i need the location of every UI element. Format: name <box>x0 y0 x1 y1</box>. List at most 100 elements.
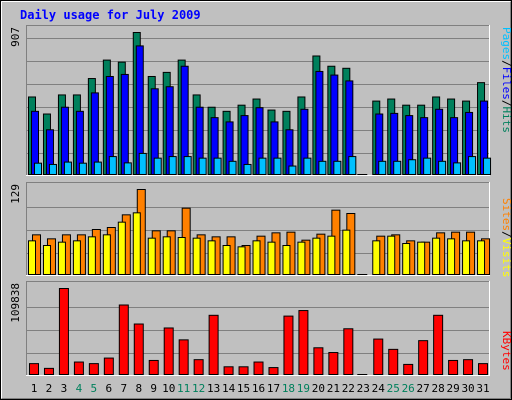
files-bar <box>315 70 324 175</box>
x-tick-label: 20 <box>312 382 325 395</box>
kbytes-bar <box>118 304 129 376</box>
legend-2: Sites/Visits <box>500 198 512 278</box>
kbytes-bar <box>313 347 324 375</box>
kbytes-bar <box>403 363 414 376</box>
kbytes-bar <box>373 338 384 375</box>
kbytes-bar <box>58 288 69 375</box>
pages-bar <box>288 165 297 175</box>
kbytes-bar <box>463 359 474 375</box>
legend-separator: / <box>500 231 512 238</box>
legend-item-visits: Visits <box>500 238 512 278</box>
x-tick-label: 14 <box>222 382 236 395</box>
sites-bar <box>207 240 216 275</box>
sites-bar <box>237 246 246 275</box>
x-tick-label: 17 <box>267 382 280 395</box>
sites-bar <box>102 234 111 275</box>
pages-bar <box>438 160 447 175</box>
kbytes-bar <box>238 366 249 376</box>
pages-bar <box>48 163 57 176</box>
sites-bar <box>327 235 336 276</box>
pages-bar <box>393 160 402 175</box>
kbytes-bar <box>343 328 354 376</box>
x-tick-label: 28 <box>432 382 445 395</box>
x-tick-label: 24 <box>372 382 386 395</box>
kbytes-bar <box>268 367 279 376</box>
kbytes-bar <box>163 327 174 375</box>
legend-item-hits: Hits <box>500 107 512 134</box>
kbytes-bar <box>388 348 399 376</box>
kbytes-bar <box>448 359 459 375</box>
x-tick-label: 16 <box>252 382 265 395</box>
legend-item-kbytes: KBytes <box>500 331 512 371</box>
sites-bar <box>432 237 441 276</box>
sites-bar <box>28 240 36 275</box>
sites-bar <box>267 241 276 276</box>
sites-bar <box>252 240 261 275</box>
pages-bar <box>258 157 267 175</box>
pages-bar <box>348 156 357 176</box>
x-tick-label: 25 <box>387 382 400 395</box>
legend-separator: / <box>500 100 512 107</box>
kbytes-bar <box>328 352 339 376</box>
pages-bar <box>483 157 492 175</box>
pages-bar <box>468 156 477 176</box>
x-tick-label: 10 <box>162 382 175 395</box>
pages-bar <box>408 159 417 175</box>
legend-item-sites: Sites <box>500 198 512 231</box>
pages-bar <box>78 162 87 176</box>
pages-bar <box>63 161 72 176</box>
sites-bar <box>132 212 141 275</box>
sites-bar <box>57 241 66 276</box>
kbytes-bar <box>433 314 444 375</box>
kbytes-bar <box>43 367 54 375</box>
pages-bar <box>34 162 42 176</box>
kbytes-bar <box>478 363 489 375</box>
kbytes-bar <box>178 339 189 375</box>
x-tick-label: 19 <box>297 382 310 395</box>
sites-bar <box>462 240 471 275</box>
x-tick-label: 7 <box>120 382 127 395</box>
pages-bar <box>153 157 162 175</box>
sites-bar <box>177 237 186 275</box>
pages-bar <box>138 152 147 175</box>
x-tick-label: 2 <box>46 382 53 395</box>
x-tick-label: 29 <box>446 382 459 395</box>
kbytes-bar <box>88 363 99 375</box>
x-tick-label: 27 <box>417 382 430 395</box>
kbytes-bar <box>253 361 264 376</box>
sites-bar <box>222 245 231 275</box>
pages-bar <box>228 160 237 175</box>
sites-bar <box>282 245 291 275</box>
sites-bar <box>312 237 321 276</box>
pages-bar <box>243 163 252 176</box>
kbytes-bar <box>208 314 219 375</box>
sites-bar <box>402 243 411 275</box>
kbytes-bar <box>29 363 39 375</box>
kbytes-bar <box>418 340 429 376</box>
kbytes-bar <box>298 310 309 376</box>
chart-title: Daily usage for July 2009 <box>20 8 201 22</box>
x-tick-label: 1 <box>31 382 38 395</box>
sites-bar <box>342 229 351 276</box>
sites-bar <box>387 235 396 276</box>
legend-item-pages: Pages <box>500 27 512 60</box>
x-tick-label: 11 <box>177 382 190 395</box>
pages-bar <box>123 162 132 176</box>
x-tick-label: 31 <box>476 382 489 395</box>
x-tick-label: 26 <box>402 382 415 395</box>
legend-separator: / <box>500 60 512 67</box>
files-bar <box>330 74 339 175</box>
x-tick-label: 18 <box>282 382 295 395</box>
sites-bar <box>417 241 426 276</box>
pages-bar <box>453 162 462 176</box>
sites-bar <box>297 241 306 276</box>
sites-bar <box>372 240 381 275</box>
panels: 907 Pages/Files/Hits129Sites/Visits109838… <box>9 25 512 376</box>
panel-1: 907 Pages/Files/Hits <box>9 25 512 176</box>
y-max-label: 129 <box>9 184 22 204</box>
x-tick-label: 13 <box>207 382 220 395</box>
panel-2: 129 Sites/Visits <box>9 182 512 278</box>
kbytes-bar <box>73 361 84 376</box>
sites-bar <box>147 237 156 276</box>
